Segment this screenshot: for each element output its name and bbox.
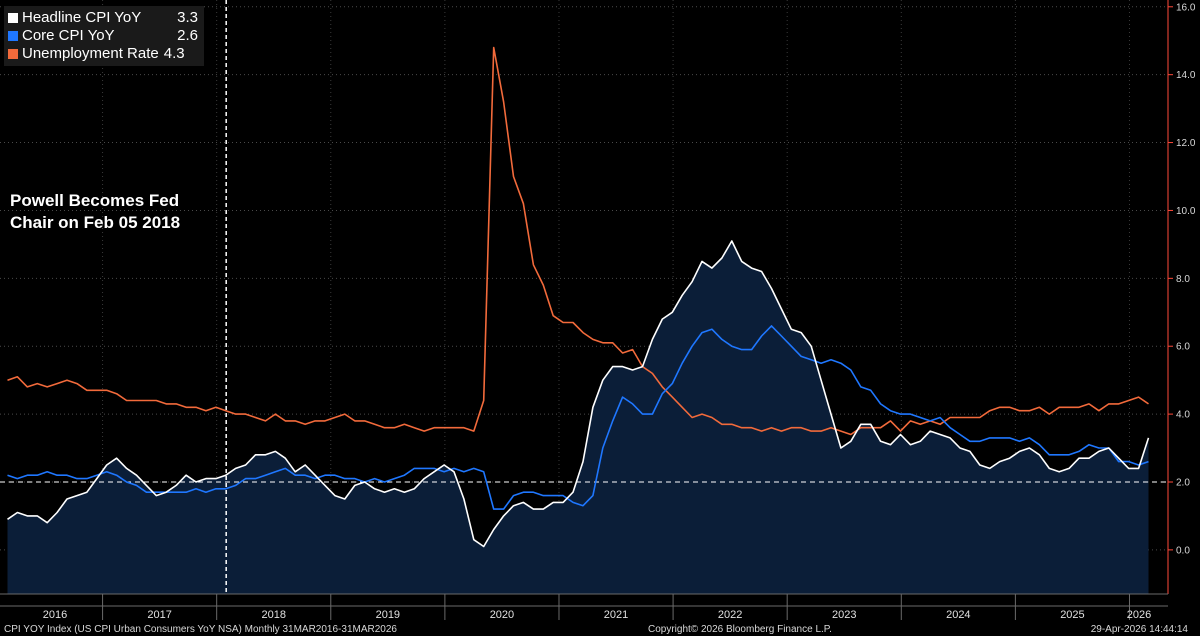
legend-item-unemployment: Unemployment Rate 4.3	[8, 45, 198, 63]
footer-copyright: Copyright© 2026 Bloomberg Finance L.P.	[648, 624, 832, 635]
x-tick-label: 2016	[43, 609, 67, 620]
legend-label-unemployment: Unemployment Rate	[22, 45, 159, 62]
footer: CPI YOY Index (US CPI Urban Consumers Yo…	[0, 620, 1200, 636]
axes: 0.0 2.0 4.0 6.0 8.0 10.0 12.0 14.0 16.0 2016 2017 2…	[0, 0, 1196, 620]
annotation-line-1: Powell Becomes Fed	[10, 191, 180, 210]
legend-item-core: Core CPI YoY 2.6	[8, 27, 198, 45]
x-tick-label: 2018	[261, 609, 285, 620]
legend-value-core: 2.6	[177, 27, 198, 44]
x-tick-label: 2021	[604, 609, 628, 620]
y-tick-label: 10.0	[1176, 206, 1196, 217]
y-tick-label: 2.0	[1176, 477, 1190, 488]
y-tick-label: 12.0	[1176, 138, 1196, 149]
y-tick-label: 16.0	[1176, 2, 1196, 13]
legend-swatch-headline	[8, 13, 18, 23]
y-tick-label: 6.0	[1176, 342, 1190, 353]
y-tick-label: 14.0	[1176, 70, 1196, 81]
legend-label-headline: Headline CPI YoY	[22, 9, 142, 26]
series-lines	[7, 46, 1150, 548]
series-line-headline-cpi-yoy	[7, 240, 1150, 548]
x-tick-label: 2026	[1127, 609, 1151, 620]
gridlines	[0, 0, 1168, 594]
y-tick-label: 0.0	[1176, 545, 1190, 556]
x-tick-label: 2023	[832, 609, 856, 620]
y-tick-label: 8.0	[1176, 274, 1190, 285]
series-line-unemployment-rate	[7, 46, 1149, 436]
footer-timestamp: 29-Apr-2026 14:44:14	[1090, 624, 1188, 635]
chart: 0.0 2.0 4.0 6.0 8.0 10.0 12.0 14.0 16.0 2016 2017 2…	[0, 0, 1196, 620]
headline-area	[7, 241, 1149, 594]
legend-value-headline: 3.3	[177, 9, 198, 26]
x-tick-label: 2019	[376, 609, 400, 620]
legend-value-unemployment: 4.3	[163, 45, 185, 62]
x-tick-label: 2022	[718, 609, 742, 620]
x-tick-label: 2017	[147, 609, 171, 620]
x-tick-label: 2020	[490, 609, 514, 620]
legend: Headline CPI YoY 3.3 Core CPI YoY 2.6 Un…	[4, 6, 204, 66]
footer-source: CPI YOY Index (US CPI Urban Consumers Yo…	[4, 624, 397, 635]
annotation-line-2: Chair on Feb 05 2018	[10, 213, 181, 232]
legend-label-core: Core CPI YoY	[22, 27, 115, 44]
legend-swatch-core	[8, 31, 18, 41]
x-tick-label: 2025	[1060, 609, 1084, 620]
series-line-core-cpi-yoy	[7, 325, 1149, 510]
powell-annotation: Powell Becomes Fed Chair on Feb 05 2018	[10, 190, 180, 234]
x-tick-label: 2024	[946, 609, 970, 620]
legend-swatch-unemployment	[8, 49, 18, 59]
y-tick-label: 4.0	[1176, 410, 1190, 421]
legend-item-headline: Headline CPI YoY 3.3	[8, 9, 198, 27]
headline-area-fill	[7, 241, 1149, 594]
